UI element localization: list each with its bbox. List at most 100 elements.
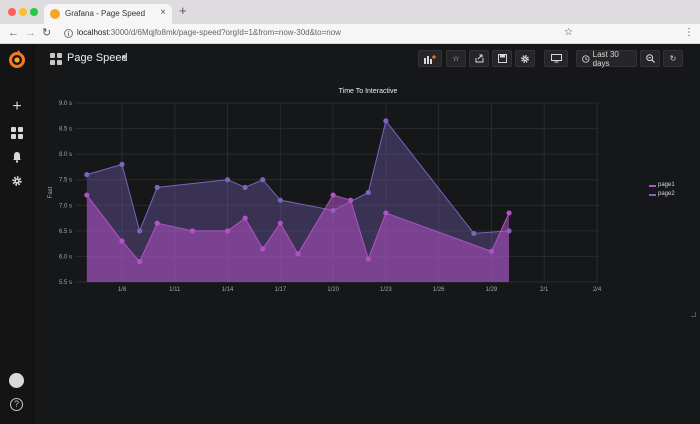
page2-point bbox=[224, 177, 231, 183]
refresh-button[interactable]: ↻ bbox=[663, 50, 683, 67]
graph-panel: Time To Interactive 5.5 s 6.0 s 6.5 s 7.0 s… bbox=[37, 82, 699, 320]
address-bar[interactable]: localhost:3000/d/6Mqjfo8mk/page-speed?or… bbox=[60, 27, 580, 41]
page1-point bbox=[189, 228, 195, 234]
new-tab-button[interactable]: + bbox=[179, 3, 187, 18]
star-icon: ☆ bbox=[452, 54, 460, 63]
tab-title: Grafana - Page Speed bbox=[65, 9, 146, 18]
dashboard-grid-icon bbox=[50, 53, 62, 65]
x-tick-label: 1/11 bbox=[169, 287, 181, 293]
x-tick-label: 2/1 bbox=[540, 287, 549, 293]
x-tick-label: 1/14 bbox=[222, 287, 234, 293]
page2-point bbox=[242, 184, 248, 190]
y-axis-label: Fast bbox=[48, 186, 54, 198]
page1-point bbox=[260, 246, 266, 252]
back-arrow-icon[interactable]: ← bbox=[8, 27, 19, 39]
graph-chart[interactable]: 5.5 s 6.0 s 6.5 s 7.0 s 7.5 s 8.0 s 8.5 s 9.0 s… bbox=[37, 82, 699, 320]
y-tick-label: 9.0 s bbox=[59, 101, 72, 107]
x-tick-label: 1/26 bbox=[433, 287, 445, 293]
legend-swatch bbox=[649, 194, 656, 196]
dashboard-header: Page Speed ▾ ☆ bbox=[34, 44, 700, 74]
star-dashboard-button[interactable]: ☆ bbox=[446, 50, 466, 67]
legend-label: page1 bbox=[658, 182, 675, 188]
url-path: :3000/d/6Mqjfo8mk/page-speed?orgId=1&fro… bbox=[108, 28, 341, 37]
grafana-favicon-icon bbox=[50, 9, 60, 19]
page2-point bbox=[119, 161, 125, 167]
help-icon[interactable]: ? bbox=[10, 398, 23, 411]
page1-point bbox=[154, 220, 160, 226]
page1-point bbox=[488, 248, 495, 254]
page1-point bbox=[506, 210, 512, 216]
zoom-out-icon bbox=[645, 54, 655, 63]
x-tick-label: 1/17 bbox=[274, 287, 286, 293]
page1-point bbox=[242, 215, 248, 221]
y-tick-label: 5.5 s bbox=[59, 280, 72, 286]
browser-menu-icon[interactable]: ⋮ bbox=[684, 27, 694, 38]
y-tick-label: 6.5 s bbox=[59, 229, 72, 235]
y-tick-label: 7.0 s bbox=[59, 203, 72, 209]
page2-point bbox=[277, 197, 283, 203]
y-tick-label: 8.5 s bbox=[59, 127, 72, 133]
page2-point bbox=[136, 228, 143, 234]
add-panel-button[interactable] bbox=[418, 50, 442, 67]
x-tick-label: 1/8 bbox=[118, 287, 127, 293]
settings-gear-icon bbox=[521, 54, 529, 63]
page1-line bbox=[86, 194, 510, 263]
legend-label: page2 bbox=[658, 191, 675, 197]
alerting-bell-icon[interactable] bbox=[8, 148, 26, 166]
page1-point bbox=[84, 192, 90, 198]
monitor-icon bbox=[550, 54, 562, 63]
forward-arrow-icon[interactable]: → bbox=[25, 27, 36, 39]
page1-point bbox=[383, 210, 389, 216]
create-plus-icon[interactable]: + bbox=[12, 98, 22, 115]
dashboard-settings-button[interactable] bbox=[515, 50, 535, 67]
bookmark-star-icon[interactable]: ☆ bbox=[564, 27, 573, 38]
legend-swatch bbox=[649, 185, 656, 187]
x-tick-label: 1/20 bbox=[327, 287, 339, 293]
tab-close-icon[interactable]: × bbox=[160, 7, 166, 18]
view-mode-button[interactable] bbox=[544, 50, 568, 67]
reload-icon[interactable]: ↻ bbox=[42, 27, 52, 39]
time-picker-button[interactable]: Last 30 days bbox=[576, 49, 637, 68]
x-tick-label: 1/23 bbox=[380, 287, 392, 293]
side-menu: + ? bbox=[0, 44, 34, 424]
panel-resize-handle[interactable] bbox=[691, 312, 696, 317]
close-window-button[interactable] bbox=[8, 8, 16, 16]
page2-point bbox=[260, 177, 266, 183]
url-host: localhost bbox=[77, 28, 109, 37]
page1-point bbox=[224, 228, 231, 234]
grafana-logo-icon[interactable] bbox=[7, 50, 27, 70]
info-icon[interactable] bbox=[64, 28, 73, 39]
x-tick-label: 2/4 bbox=[593, 287, 602, 293]
dashboards-grid-icon[interactable] bbox=[8, 124, 26, 142]
maximize-window-button[interactable] bbox=[30, 8, 38, 16]
panel-title[interactable]: Time To Interactive bbox=[338, 88, 398, 95]
minimize-window-button[interactable] bbox=[19, 8, 27, 16]
y-tick-label: 6.0 s bbox=[59, 254, 72, 260]
page2-point bbox=[84, 172, 90, 178]
share-dashboard-button[interactable] bbox=[469, 50, 489, 67]
add-panel-icon bbox=[424, 54, 436, 64]
page2-point bbox=[383, 118, 389, 124]
dashboard-title[interactable]: Page Speed bbox=[67, 52, 128, 64]
page1-point bbox=[136, 258, 143, 265]
page2-point bbox=[154, 184, 160, 190]
page2-point bbox=[471, 230, 477, 237]
refresh-icon: ↻ bbox=[669, 54, 677, 63]
dashboard-picker-caret-icon[interactable]: ▾ bbox=[122, 52, 127, 62]
page1-area bbox=[86, 195, 510, 282]
browser-tab[interactable]: Grafana - Page Speed × bbox=[44, 4, 172, 24]
time-range-label: Last 30 days bbox=[592, 49, 619, 68]
clock-icon bbox=[582, 54, 590, 63]
configuration-gear-icon[interactable] bbox=[8, 172, 26, 190]
browser-toolbar: ← → ↻ localhost:3000/d/6Mqjfo8mk/page-sp… bbox=[0, 24, 700, 44]
user-avatar[interactable] bbox=[9, 373, 24, 388]
zoom-out-button[interactable] bbox=[640, 50, 660, 67]
page1-point bbox=[119, 238, 125, 244]
y-tick-label: 7.5 s bbox=[59, 178, 72, 184]
page2-point bbox=[365, 189, 371, 196]
save-dashboard-button[interactable] bbox=[492, 50, 512, 67]
page1-point bbox=[277, 220, 283, 226]
grafana-app: + ? bbox=[0, 44, 700, 424]
share-icon bbox=[475, 54, 483, 63]
